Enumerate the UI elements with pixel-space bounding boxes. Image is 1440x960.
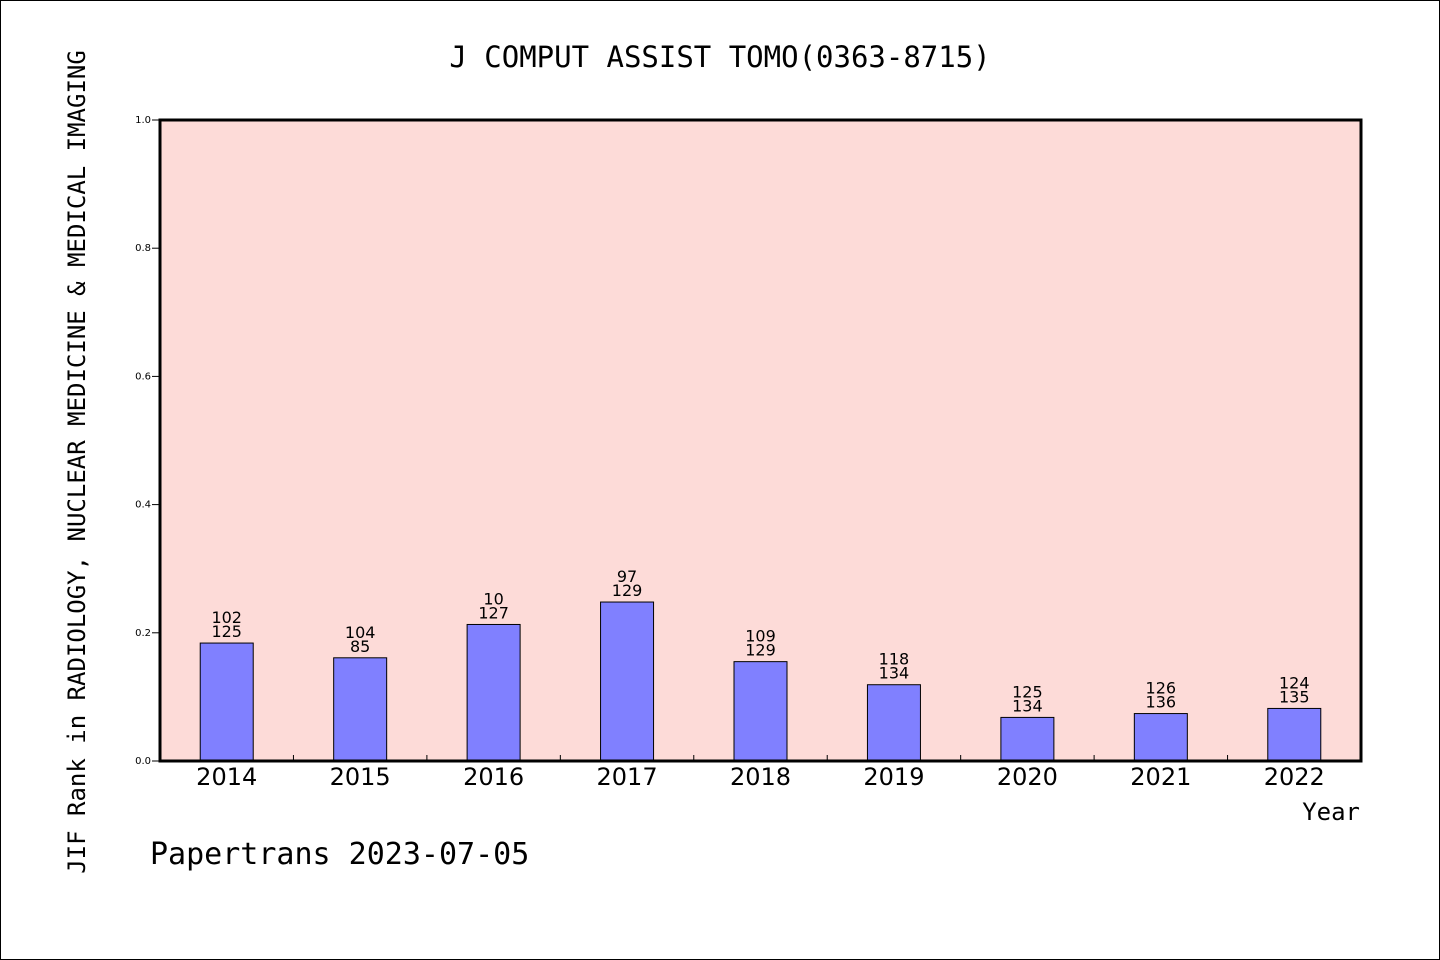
chart-title: J COMPUT ASSIST TOMO(0363-8715) bbox=[449, 40, 990, 74]
bar-2021 bbox=[1133, 713, 1188, 762]
bar-2022 bbox=[1267, 707, 1322, 762]
x-tick-label-2018: 2018 bbox=[730, 763, 791, 791]
bar-label-top-2022: 124 bbox=[1279, 673, 1310, 692]
x-tick-label-2019: 2019 bbox=[863, 763, 924, 791]
footer-credit: Papertrans 2023-07-05 bbox=[150, 837, 529, 872]
bar-label-top-2018: 109 bbox=[745, 627, 776, 646]
bar-2017 bbox=[600, 601, 655, 762]
bar-label-bottom-2015: 85 bbox=[350, 637, 370, 656]
x-axis-label: Year bbox=[1302, 798, 1360, 826]
bar-label-top-2015: 104 bbox=[345, 623, 376, 642]
x-axis: 2014 2015 2016 2017 2018 2019 2020 2021 2022 bbox=[196, 755, 1325, 791]
bar-2016 bbox=[466, 623, 521, 762]
bar-label-bottom-2016: 127 bbox=[478, 603, 509, 622]
bar-2015 bbox=[333, 657, 388, 762]
bar-label-top-2014: 102 bbox=[211, 608, 242, 627]
bars bbox=[199, 601, 1322, 762]
x-tick-label-2022: 2022 bbox=[1264, 763, 1325, 791]
bar-label-bottom-2021: 136 bbox=[1146, 693, 1177, 712]
bar-label-top-2021: 126 bbox=[1146, 679, 1177, 698]
y-tick-label-1.0: 1.0 bbox=[135, 115, 151, 126]
y-axis-label: JIF Rank in RADIOLOGY, NUCLEAR MEDICINE … bbox=[63, 50, 91, 874]
bar-label-bottom-2017: 129 bbox=[612, 581, 643, 600]
bar-label-top-2020: 125 bbox=[1012, 682, 1043, 701]
bar-2018 bbox=[733, 661, 788, 762]
y-tick-label-0.2: 0.2 bbox=[135, 628, 151, 639]
plot-area bbox=[160, 120, 1361, 761]
bar-2014 bbox=[199, 642, 254, 762]
bar-label-bottom-2020: 134 bbox=[1012, 696, 1043, 715]
bar-label-bottom-2022: 135 bbox=[1279, 687, 1310, 706]
x-tick-label-2017: 2017 bbox=[597, 763, 658, 791]
y-tick-label-0.4: 0.4 bbox=[135, 500, 151, 511]
x-tick-label-2020: 2020 bbox=[997, 763, 1058, 791]
plot-border bbox=[158, 118, 1363, 763]
bar-2020 bbox=[1000, 716, 1055, 762]
bar-label-bottom-2018: 129 bbox=[745, 641, 776, 660]
y-tick-label-0.8: 0.8 bbox=[135, 243, 151, 254]
bar-label-top-2019: 118 bbox=[879, 650, 910, 669]
x-tick-label-2014: 2014 bbox=[196, 763, 257, 791]
x-tick-label-2021: 2021 bbox=[1130, 763, 1191, 791]
bar-label-top-2016: 10 bbox=[483, 589, 503, 608]
x-tick-label-2015: 2015 bbox=[330, 763, 391, 791]
bar-label-top-2017: 97 bbox=[617, 567, 637, 586]
y-tick-label-0.6: 0.6 bbox=[135, 371, 151, 382]
bar-label-bottom-2014: 125 bbox=[211, 622, 242, 641]
x-tick-label-2016: 2016 bbox=[463, 763, 524, 791]
y-axis: 0.0 0.2 0.4 0.6 0.8 1.0 bbox=[135, 115, 160, 767]
y-tick-label-0.0: 0.0 bbox=[135, 756, 151, 767]
bar-2019 bbox=[866, 684, 921, 762]
bar-label-bottom-2019: 134 bbox=[879, 664, 910, 683]
